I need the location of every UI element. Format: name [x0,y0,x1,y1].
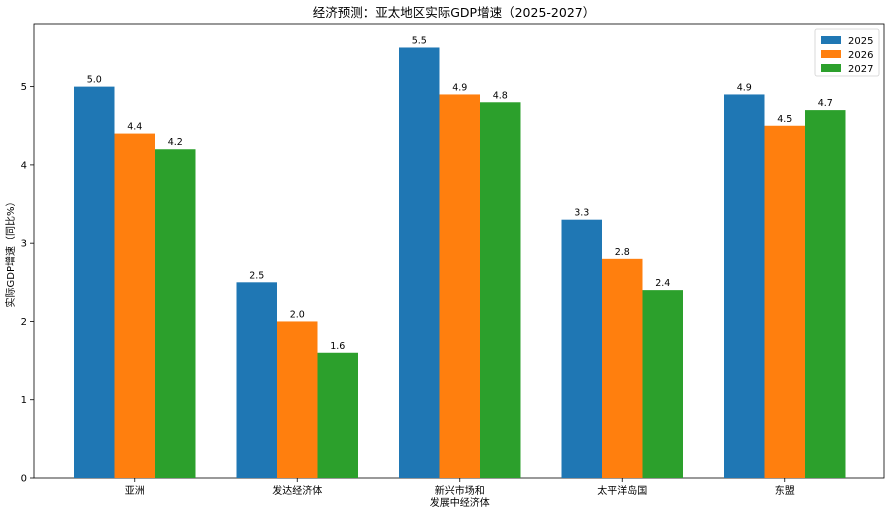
data-label: 3.3 [574,208,589,219]
bar-2025-0 [74,86,115,478]
x-tick-label: 亚洲 [125,485,145,497]
y-tick-label: 4 [21,160,27,171]
bar-2026-1 [277,321,318,478]
legend-swatch-2027 [821,64,841,72]
y-axis-label: 实际GDP增速（同比%） [4,197,17,308]
bar-2026-3 [602,258,643,478]
bar-2027-3 [642,290,683,478]
bar-2026-4 [764,125,805,479]
data-label: 4.9 [737,82,752,93]
legend: 2025 2026 2027 [814,28,880,77]
data-label: 4.5 [777,114,792,125]
data-label: 2.8 [615,247,630,258]
legend-swatch-2025 [821,36,841,44]
y-tick-label: 3 [21,239,27,250]
bar-2026-2 [439,94,480,478]
bars [74,47,846,479]
data-label: 4.8 [493,90,508,101]
data-label: 2.4 [655,278,670,289]
y-tick-label: 2 [21,317,27,328]
x-tick-label: 东盟 [775,484,795,497]
bar-2027-1 [317,352,358,478]
bar-2027-2 [480,102,521,478]
x-tick-label: 发达经济体 [272,484,322,497]
data-label: 4.4 [127,122,142,133]
bar-2027-0 [155,149,196,478]
data-label: 2.0 [290,309,305,320]
data-label: 4.9 [452,82,467,93]
data-labels: 5.0 4.4 4.2 2.5 2.0 1.6 5.5 4.9 4.8 3.3 2.8 2.4 4.9 4… [87,35,833,351]
chart-title: 经济预测：亚太地区实际GDP增速（2025-2027） [313,5,595,20]
y-tick-label: 5 [21,82,27,93]
bar-2025-1 [236,282,277,478]
x-tick-label: 太平洋岛国 [597,484,647,497]
bar-2025-2 [399,47,440,478]
bar-2025-4 [724,94,765,478]
data-label: 4.7 [818,98,833,109]
data-label: 5.5 [412,35,427,46]
legend-swatch-2026 [821,50,841,58]
y-tick-label: 0 [21,474,27,485]
legend-entry: 2026 [848,50,873,61]
data-label: 1.6 [330,341,345,352]
data-label: 5.0 [87,75,102,86]
bar-2025-3 [561,219,602,479]
data-label: 4.2 [168,137,183,148]
legend-entry: 2025 [848,36,873,47]
x-tick-label: 新兴市场和发展中经济体 [430,484,490,509]
bar-2026-0 [114,133,155,478]
data-label: 2.5 [249,270,264,281]
legend-entry: 2027 [848,64,873,75]
y-tick-label: 1 [21,395,27,406]
bar-2027-4 [805,110,846,478]
